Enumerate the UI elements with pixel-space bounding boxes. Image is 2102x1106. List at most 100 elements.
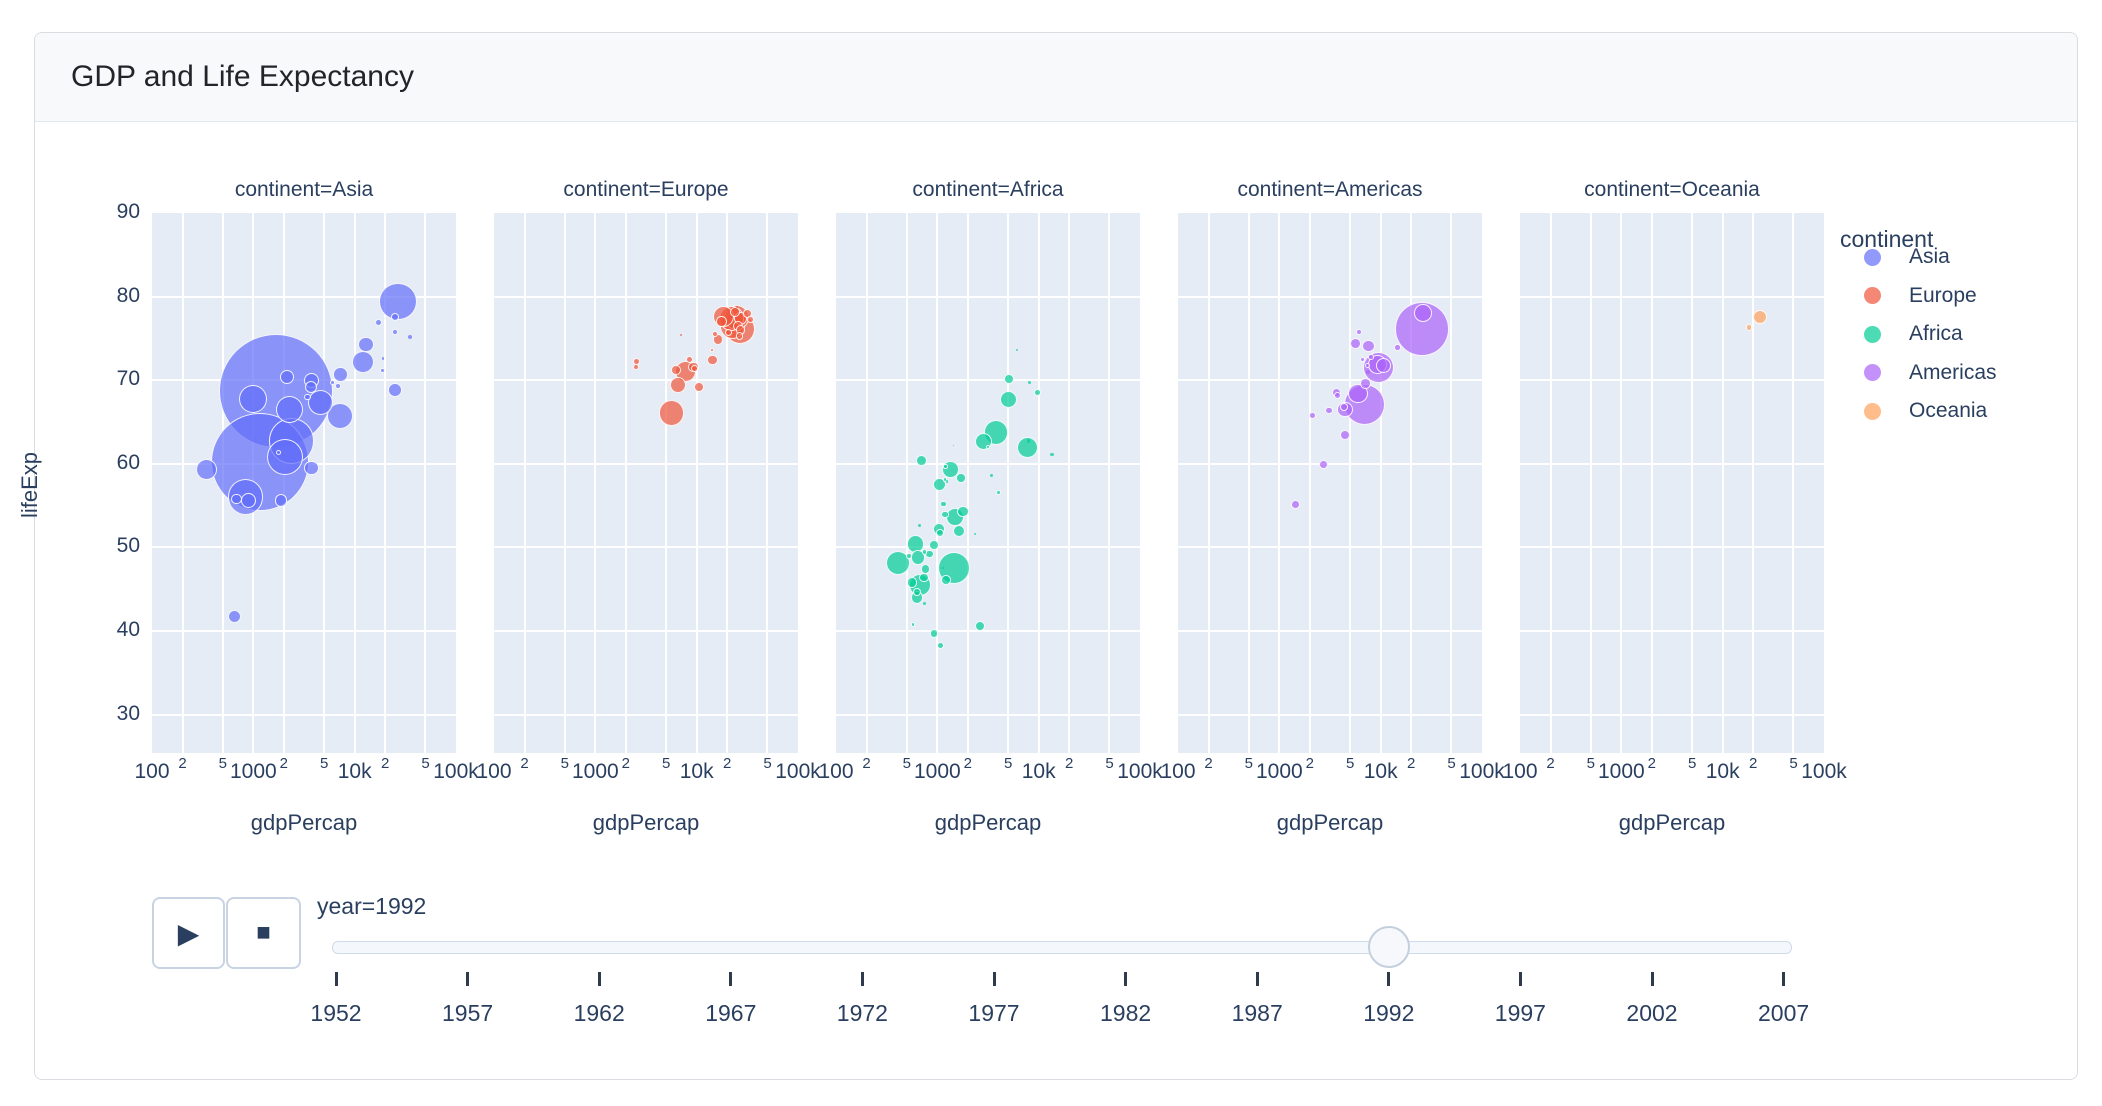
- bubble: [679, 333, 683, 337]
- bubble: [1319, 460, 1329, 469]
- bubble: [1746, 324, 1753, 331]
- y-tick-label: 40: [116, 617, 140, 641]
- bubble: [956, 473, 966, 483]
- bubble: [917, 523, 922, 528]
- bubble: [670, 377, 687, 394]
- gridline: [1037, 213, 1040, 753]
- facet-panel-americas: [1178, 213, 1482, 753]
- bubble: [940, 575, 951, 585]
- slider-tick-mark: [1124, 972, 1128, 986]
- gridline: [1178, 379, 1482, 382]
- play-button[interactable]: ▶: [152, 897, 225, 969]
- year-slider-track[interactable]: [332, 941, 1792, 954]
- bubble: [238, 385, 267, 414]
- gridline: [494, 379, 798, 382]
- gridline: [1178, 713, 1482, 716]
- page-title: GDP and Life Expectancy: [71, 60, 414, 93]
- bubble: [943, 464, 948, 469]
- facet-title: continent=Asia: [234, 178, 374, 201]
- x-minor-tick-label: 5: [1244, 755, 1253, 772]
- gridline: [323, 213, 326, 753]
- y-tick-label: 80: [116, 283, 140, 307]
- bubble: [716, 316, 727, 328]
- x-minor-tick-label: 5: [1687, 755, 1697, 772]
- legend-item-europe[interactable]: Europe: [1840, 279, 1977, 313]
- x-minor-tick-label: 2: [1748, 755, 1758, 772]
- legend-item-asia[interactable]: Asia: [1840, 240, 1950, 274]
- x-minor-tick-label: 5: [1447, 755, 1456, 772]
- x-axis-title: gdpPercap: [1276, 810, 1384, 835]
- gridline: [494, 629, 798, 632]
- slider-tick-label: 1987: [1231, 1000, 1283, 1026]
- facet-title: continent=Oceania: [1584, 178, 1760, 201]
- bubble: [276, 449, 282, 455]
- gridline: [836, 629, 1140, 632]
- bubble: [685, 355, 693, 363]
- bubble: [231, 493, 242, 505]
- gridline: [594, 213, 597, 753]
- facet-title: continent=Africa: [912, 178, 1064, 201]
- gridline: [1178, 546, 1482, 549]
- bubble: [280, 369, 295, 384]
- gridline: [1207, 213, 1210, 753]
- slider-tick-label: 1967: [705, 1000, 757, 1026]
- legend-item-oceania[interactable]: Oceania: [1840, 394, 1987, 428]
- legend-item-label: Asia: [1909, 245, 1950, 268]
- gridline: [1178, 295, 1482, 298]
- slider-tick-mark: [466, 972, 470, 986]
- legend-item-americas[interactable]: Americas: [1840, 356, 1997, 390]
- gridline: [865, 213, 868, 753]
- bubble: [352, 350, 375, 373]
- x-minor-tick-label: 5: [319, 755, 329, 772]
- slider-tick-mark: [597, 972, 601, 986]
- slider-current-value: year=1992: [317, 893, 427, 919]
- gridline: [152, 546, 456, 549]
- y-tick-label: 60: [116, 450, 140, 474]
- gridline: [905, 213, 908, 753]
- bubble: [380, 367, 386, 373]
- gridline: [353, 213, 356, 753]
- x-minor-tick-label: 5: [1345, 755, 1355, 772]
- bubble: [929, 539, 940, 550]
- gridline: [966, 213, 969, 753]
- bubble: [995, 489, 1002, 495]
- gridline: [152, 295, 456, 298]
- bubble: [387, 383, 402, 398]
- legend-item-africa[interactable]: Africa: [1840, 317, 1963, 351]
- facet-panel-asia: [152, 213, 456, 753]
- slider-tick-label: 1962: [573, 1000, 625, 1026]
- gridline: [1178, 629, 1482, 632]
- gridline: [1379, 213, 1382, 753]
- year-slider-handle[interactable]: [1367, 926, 1410, 968]
- gridline: [152, 713, 456, 716]
- bubble: [974, 621, 985, 631]
- bubble: [945, 480, 949, 483]
- card-header: GDP and Life Expectancy: [35, 33, 2077, 122]
- y-tick-label: 50: [116, 534, 140, 558]
- bubble: [227, 610, 242, 624]
- bubble: [910, 621, 916, 627]
- x-tick-label: 1000: [571, 760, 619, 783]
- bubble: [974, 532, 977, 536]
- bubble: [999, 390, 1017, 408]
- x-minor-tick-label: 5: [661, 755, 671, 772]
- bubble: [1333, 391, 1341, 399]
- gridline: [1178, 462, 1482, 465]
- x-minor-tick-label: 2: [1546, 755, 1555, 772]
- slider-tick-label: 1957: [442, 1000, 494, 1026]
- bubble: [305, 380, 318, 393]
- gridline: [1650, 213, 1653, 753]
- x-minor-tick-label: 5: [763, 755, 772, 772]
- bubble: [941, 511, 949, 519]
- bubble: [922, 601, 927, 606]
- gridline: [494, 546, 798, 549]
- bubble: [304, 460, 319, 475]
- stop-button[interactable]: ■: [226, 897, 301, 969]
- bubble: [736, 305, 739, 308]
- x-tick-label: 100k: [433, 760, 479, 783]
- gridline: [836, 295, 1140, 298]
- gridline: [1247, 213, 1250, 753]
- bubble: [632, 363, 639, 370]
- gridline: [836, 462, 1140, 465]
- gridline: [1108, 213, 1111, 753]
